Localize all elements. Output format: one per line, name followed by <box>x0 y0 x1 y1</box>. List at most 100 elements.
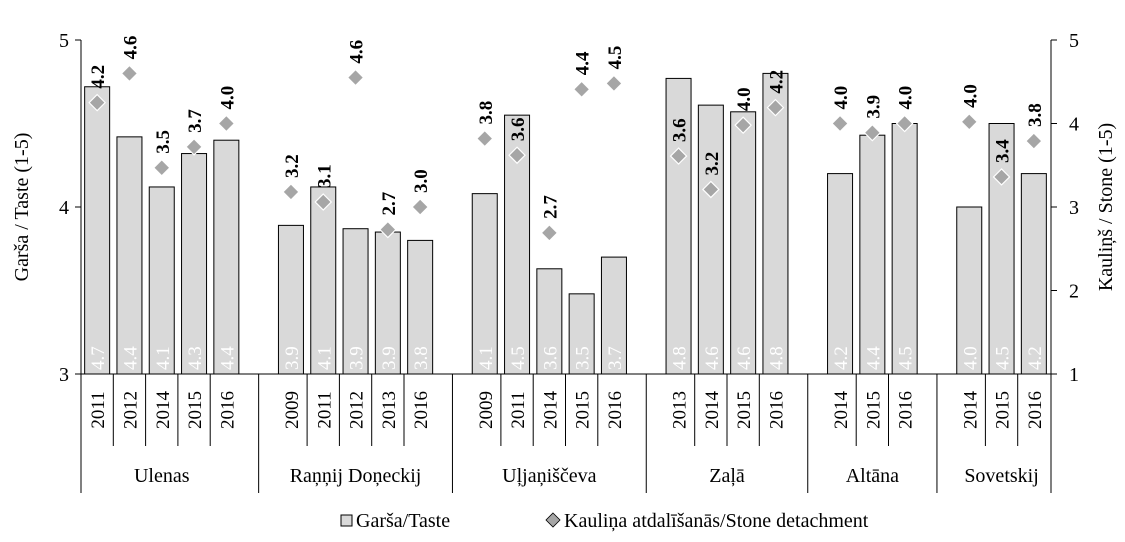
left-axis-label: Garša / Taste (1-5) <box>11 133 33 282</box>
taste-bar <box>342 228 369 375</box>
legend-label-taste: Garša/Taste <box>356 510 450 532</box>
stone-value-label: 3.0 <box>411 169 432 193</box>
cultivar-label: Altāna <box>846 465 899 487</box>
year-label: 2014 <box>153 391 174 430</box>
year-label: 2015 <box>573 391 594 429</box>
year-label: 2014 <box>960 391 981 430</box>
right-tick-label: 5 <box>1069 30 1079 52</box>
stone-value-label: 3.8 <box>1025 103 1046 127</box>
taste-bar <box>213 139 240 375</box>
taste-value-label: 4.1 <box>476 346 497 370</box>
stone-value-label: 2.7 <box>379 191 400 215</box>
stone-value-label: 4.0 <box>217 86 238 110</box>
stone-value-label: 4.0 <box>896 86 917 110</box>
taste-bar <box>84 86 111 375</box>
taste-bar <box>181 153 208 375</box>
stone-value-label: 4.6 <box>120 36 141 60</box>
stone-marker <box>895 114 914 133</box>
stone-marker <box>992 168 1011 186</box>
year-label: 2011 <box>314 391 335 428</box>
taste-value-label: 4.8 <box>670 346 691 370</box>
stone-markers <box>88 64 1043 242</box>
stone-marker <box>508 146 526 165</box>
year-label: 2013 <box>379 391 400 429</box>
taste-value-label: 4.7 <box>88 346 109 370</box>
stone-value-label: 4.0 <box>734 87 755 111</box>
stone-value-label: 3.1 <box>314 164 335 188</box>
taste-value-label: 4.2 <box>831 346 852 370</box>
taste-value-label: 4.5 <box>508 346 529 370</box>
year-label: 2009 <box>282 391 303 429</box>
cultivar-label: Uļjaņiščeva <box>502 465 597 487</box>
stone-marker <box>702 180 720 199</box>
taste-value-label: 4.1 <box>314 346 335 370</box>
stone-value-label: 3.8 <box>476 101 497 125</box>
taste-bar <box>471 193 498 375</box>
stone-marker <box>314 193 333 211</box>
right-tick-label: 4 <box>1069 114 1079 136</box>
legend-swatch-stone <box>545 512 561 528</box>
right-axis-ticks: 1 2 3 4 5 <box>1051 30 1079 386</box>
taste-bar <box>988 123 1015 375</box>
taste-value-label: 4.0 <box>960 346 981 370</box>
legend-swatch-taste <box>340 514 353 527</box>
taste-bars <box>84 72 1047 375</box>
stone-value-label: 4.0 <box>960 84 981 108</box>
year-label: 2015 <box>993 391 1014 429</box>
stone-marker <box>734 116 752 135</box>
year-label: 2015 <box>734 391 755 429</box>
taste-value-label: 3.9 <box>282 346 303 370</box>
stone-marker <box>831 114 849 133</box>
taste-bar <box>665 77 692 375</box>
right-tick-label: 1 <box>1069 364 1079 386</box>
stone-value-label: 2.7 <box>540 195 561 219</box>
year-label: 2013 <box>670 391 691 429</box>
taste-bar <box>116 136 143 375</box>
taste-value-label: 4.6 <box>702 346 723 370</box>
left-axis-ticks: 3 4 5 <box>59 30 81 386</box>
taste-value-label: 4.4 <box>217 346 238 370</box>
cultivar-label: Zaļā <box>709 465 745 487</box>
stone-value-label: 3.7 <box>185 109 206 133</box>
stone-value-label: 3.2 <box>702 152 723 176</box>
right-tick-label: 2 <box>1069 281 1079 303</box>
stone-marker <box>152 158 171 177</box>
taste-bar <box>568 293 595 375</box>
stone-value-label: 4.6 <box>347 40 368 64</box>
taste-value-label: 4.2 <box>1025 346 1046 370</box>
stone-marker <box>766 98 785 117</box>
stone-marker <box>475 129 494 148</box>
taste-bar <box>148 186 175 375</box>
year-label: 2012 <box>347 391 368 429</box>
taste-bar <box>310 186 337 375</box>
taste-bar <box>536 268 563 375</box>
taste-value-label: 3.9 <box>347 346 368 370</box>
stone-value-label: 3.6 <box>670 118 691 142</box>
year-label: 2012 <box>120 391 141 429</box>
stone-marker <box>960 112 979 131</box>
left-tick-label: 4 <box>59 197 69 219</box>
cultivar-label: Ulenas <box>134 465 190 487</box>
taste-value-label: 3.9 <box>379 346 400 370</box>
stone-value-label: 4.0 <box>831 86 852 110</box>
stone-marker <box>88 93 106 112</box>
year-label: 2016 <box>217 391 238 429</box>
stone-value-label: 4.2 <box>88 65 109 89</box>
stone-marker <box>863 123 882 142</box>
legend: Garša/Taste Kauliņa atdalīšanās/Stone de… <box>340 510 869 532</box>
year-label: 2016 <box>411 391 432 429</box>
stone-marker <box>217 114 236 133</box>
stone-marker <box>605 74 623 93</box>
taste-bar <box>827 173 854 375</box>
stone-value-label: 4.4 <box>573 51 594 75</box>
stone-marker <box>572 80 591 99</box>
taste-bar <box>730 111 757 375</box>
year-label: 2016 <box>605 391 626 429</box>
year-label: 2014 <box>540 391 561 430</box>
stone-value-label: 3.6 <box>508 117 529 141</box>
stone-value-label: 3.9 <box>863 95 884 119</box>
year-label: 2011 <box>88 391 109 428</box>
stone-marker <box>1025 132 1043 150</box>
taste-bar <box>859 134 886 375</box>
